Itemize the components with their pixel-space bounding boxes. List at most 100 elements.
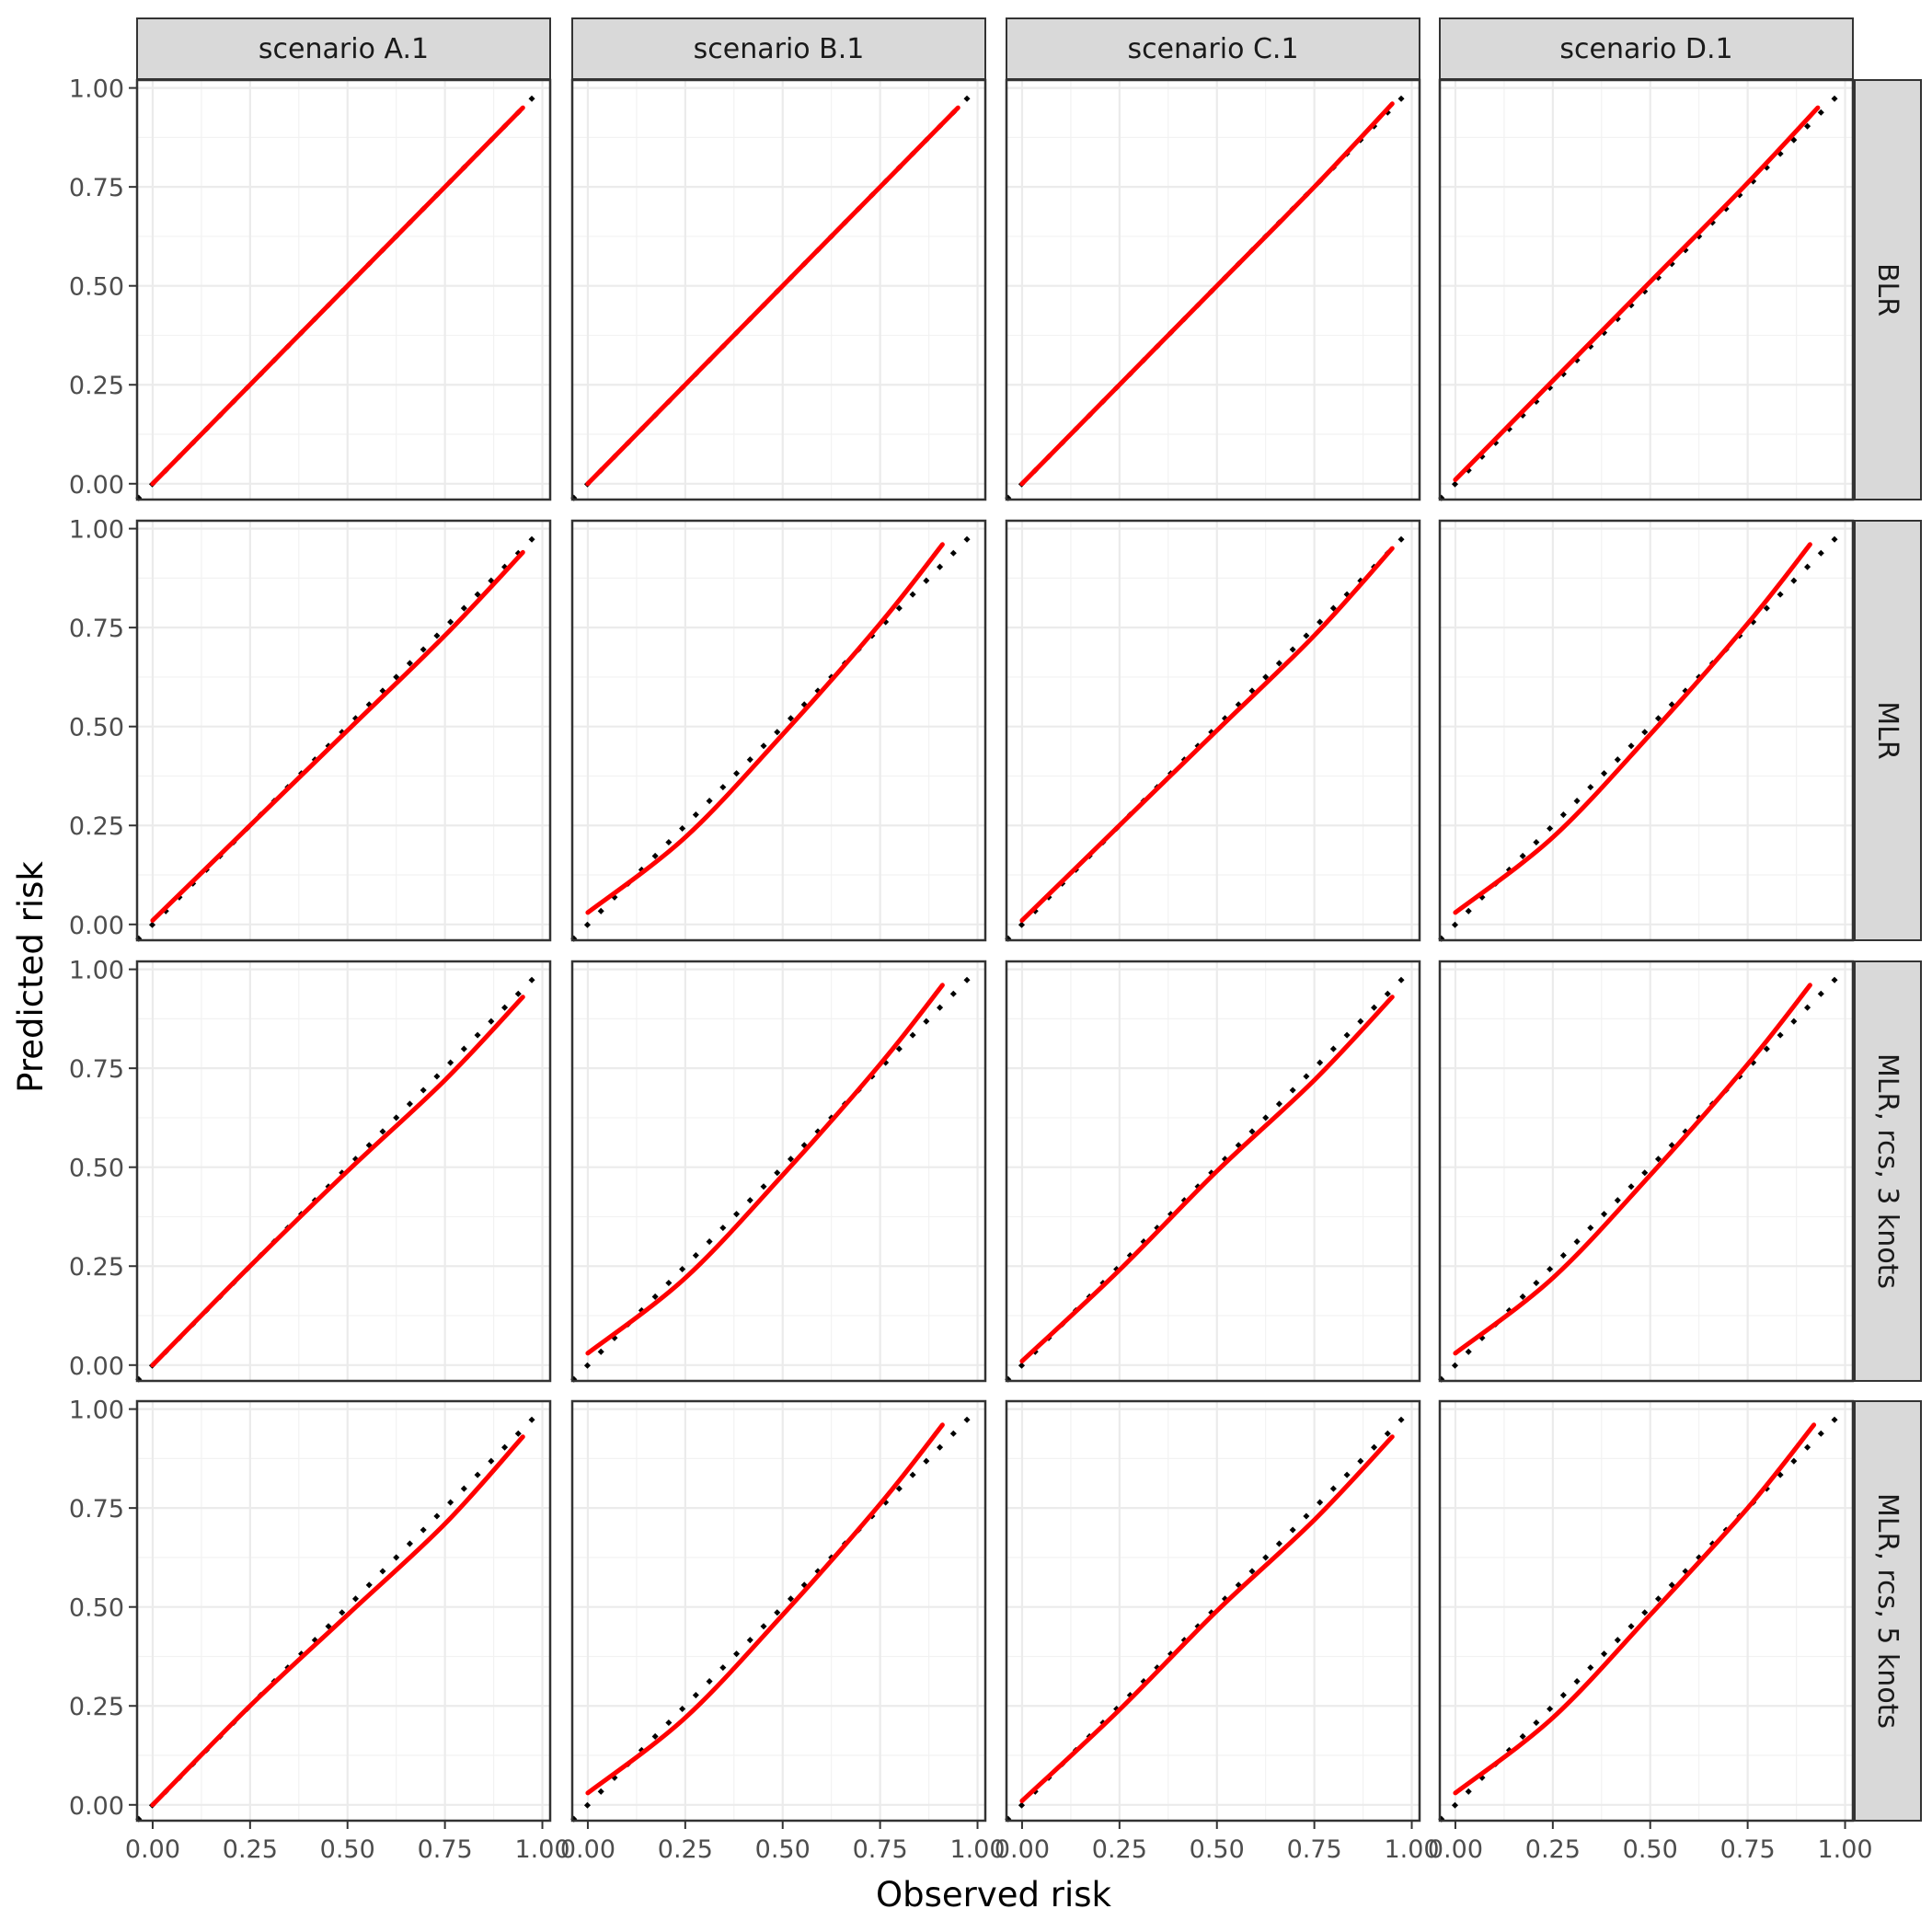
y-tick-label: 0.25 bbox=[69, 812, 124, 841]
panel-border bbox=[1005, 960, 1421, 1383]
panel-grid bbox=[135, 78, 1855, 1823]
calibration-curve bbox=[1019, 995, 1395, 1363]
y-tick-label: 0.75 bbox=[69, 1055, 124, 1084]
x-tick-label: 0.25 bbox=[1092, 1835, 1147, 1864]
y-tick-label: 0.00 bbox=[69, 1792, 124, 1821]
column-strip-scenario-b-1 bbox=[571, 17, 986, 80]
y-axis: 0.00 0.25 0.50 0.75 1.00 0.00 0.25 0.50 0.75 1.00… bbox=[69, 75, 137, 1821]
panel-border bbox=[1005, 78, 1421, 501]
panel-mlr-scenario-c-1 bbox=[1005, 519, 1421, 942]
calibration-curve bbox=[585, 105, 960, 487]
y-tick-label: 0.50 bbox=[69, 1594, 124, 1623]
panel-mlr-scenario-b-1 bbox=[570, 519, 987, 942]
panel-mlr-scenario-d-1 bbox=[1438, 519, 1855, 942]
calibration-curve bbox=[585, 983, 945, 1356]
x-tick-label: 0.00 bbox=[560, 1835, 615, 1864]
row-strip-label: BLR bbox=[1871, 263, 1903, 316]
panel-border bbox=[1438, 519, 1855, 942]
x-tick-label: 0.75 bbox=[1287, 1835, 1342, 1864]
calibration-curve bbox=[1019, 101, 1395, 487]
panel-mlr-scenario-a-1 bbox=[135, 519, 552, 942]
panel-border bbox=[135, 1399, 552, 1823]
calibration-curve bbox=[150, 1434, 525, 1808]
y-tick-label: 0.75 bbox=[69, 615, 124, 643]
x-axis: 0.00 0.25 0.50 0.75 1.000.00 0.25 0.50 0.75 1.00… bbox=[125, 1821, 1873, 1864]
panel-border bbox=[1005, 1399, 1421, 1823]
panel-border bbox=[1438, 1399, 1855, 1823]
x-tick-label: 1.00 bbox=[949, 1835, 1005, 1864]
calibration-curve bbox=[1453, 542, 1812, 915]
y-tick-label: 0.50 bbox=[69, 1155, 124, 1183]
x-tick-label: 0.25 bbox=[1525, 1835, 1581, 1864]
calibration-curve bbox=[1453, 983, 1812, 1356]
column-strip-scenario-a-1 bbox=[136, 17, 551, 80]
y-tick-label: 0.50 bbox=[69, 273, 124, 302]
panel-border bbox=[135, 519, 552, 942]
x-tick-label: 0.50 bbox=[1190, 1835, 1245, 1864]
x-axis-title: Observed risk bbox=[876, 1875, 1112, 1915]
calibration-curve bbox=[150, 105, 525, 487]
calibration-curve bbox=[1019, 1434, 1395, 1803]
row-strip-mlr-rcs-5-knots bbox=[1854, 1400, 1922, 1822]
calibration-curve bbox=[150, 995, 525, 1368]
column-strip-label: scenario B.1 bbox=[694, 33, 865, 65]
y-tick-label: 1.00 bbox=[69, 957, 124, 985]
panel-border bbox=[135, 78, 552, 501]
y-tick-label: 0.25 bbox=[69, 1253, 124, 1282]
calibration-curve bbox=[585, 542, 945, 915]
x-tick-label: 0.50 bbox=[1623, 1835, 1678, 1864]
panel-blr-scenario-b-1 bbox=[570, 78, 987, 501]
x-tick-label: 0.00 bbox=[995, 1835, 1050, 1864]
x-tick-label: 0.50 bbox=[320, 1835, 375, 1864]
y-tick-label: 0.75 bbox=[69, 174, 124, 202]
panel-mlr-rcs-5-knots-scenario-b-1 bbox=[570, 1399, 987, 1823]
calibration-curve bbox=[585, 1422, 945, 1796]
row-strip-blr bbox=[1854, 79, 1922, 500]
y-tick-label: 1.00 bbox=[69, 1397, 124, 1425]
y-tick-label: 0.50 bbox=[69, 714, 124, 742]
column-strip-label: scenario A.1 bbox=[259, 33, 429, 65]
panel-mlr-rcs-3-knots-scenario-d-1 bbox=[1438, 960, 1855, 1383]
y-tick-label: 0.00 bbox=[69, 1352, 124, 1381]
panel-mlr-rcs-3-knots-scenario-b-1 bbox=[570, 960, 987, 1383]
y-tick-label: 1.00 bbox=[69, 516, 124, 545]
y-tick-label: 0.75 bbox=[69, 1495, 124, 1524]
x-tick-label: 0.50 bbox=[755, 1835, 811, 1864]
panel-mlr-rcs-3-knots-scenario-c-1 bbox=[1005, 960, 1421, 1383]
x-tick-label: 0.00 bbox=[1428, 1835, 1483, 1864]
y-tick-label: 0.00 bbox=[69, 912, 124, 940]
column-strip-label: scenario C.1 bbox=[1127, 33, 1298, 65]
panel-mlr-rcs-5-knots-scenario-d-1 bbox=[1438, 1399, 1855, 1823]
x-tick-label: 0.75 bbox=[418, 1835, 473, 1864]
panel-blr-scenario-a-1 bbox=[135, 78, 552, 501]
row-strip-mlr-rcs-3-knots bbox=[1854, 960, 1922, 1382]
panel-blr-scenario-d-1 bbox=[1438, 78, 1855, 501]
calibration-curve bbox=[1453, 105, 1821, 482]
panel-mlr-rcs-3-knots-scenario-a-1 bbox=[135, 960, 552, 1383]
panel-border bbox=[570, 78, 987, 501]
panel-border bbox=[570, 519, 987, 942]
y-tick-label: 0.25 bbox=[69, 372, 124, 400]
panel-border bbox=[570, 1399, 987, 1823]
row-strip-label: MLR, rcs, 3 knots bbox=[1871, 1053, 1903, 1289]
x-tick-label: 0.00 bbox=[125, 1835, 180, 1864]
calibration-curve bbox=[1019, 546, 1395, 923]
panel-border bbox=[570, 960, 987, 1383]
calibration-curve bbox=[150, 549, 525, 923]
x-tick-label: 0.25 bbox=[223, 1835, 278, 1864]
y-tick-label: 1.00 bbox=[69, 75, 124, 104]
column-strip-label: scenario D.1 bbox=[1559, 33, 1732, 65]
x-tick-label: 1.00 bbox=[1817, 1835, 1872, 1864]
x-tick-label: 0.75 bbox=[1720, 1835, 1776, 1864]
calibration-curve bbox=[1453, 1422, 1817, 1796]
panel-border bbox=[1438, 960, 1855, 1383]
row-strip-mlr bbox=[1854, 520, 1922, 941]
panel-border bbox=[1005, 519, 1421, 942]
y-axis-title: Predicted risk bbox=[11, 861, 51, 1093]
row-strip-label: MLR, rcs, 5 knots bbox=[1871, 1493, 1903, 1729]
y-tick-label: 0.25 bbox=[69, 1693, 124, 1721]
panel-blr-scenario-c-1 bbox=[1005, 78, 1421, 501]
row-strips: BLR MLR MLR, rcs, 3 knots MLR, rcs, 5 knots bbox=[1854, 79, 1922, 1822]
row-strip-label: MLR bbox=[1871, 701, 1903, 759]
